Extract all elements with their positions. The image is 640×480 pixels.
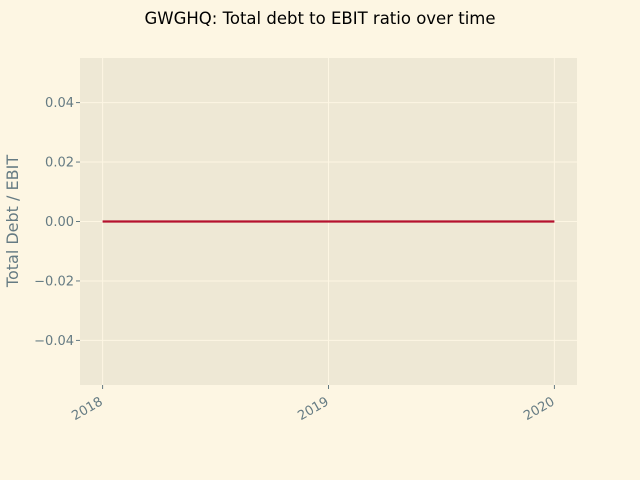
y-tick-label: 0.00 bbox=[45, 215, 74, 230]
chart-title: GWGHQ: Total debt to EBIT ratio over tim… bbox=[144, 9, 495, 28]
y-tick-label: 0.04 bbox=[45, 96, 74, 111]
y-axis-title: Total Debt / EBIT bbox=[3, 155, 22, 288]
y-axis: 0.04 0.02 0.00 −0.02 −0.04 bbox=[34, 96, 80, 349]
y-tick-label: 0.02 bbox=[45, 156, 74, 171]
y-tick-label: −0.02 bbox=[34, 274, 74, 289]
y-tick-label: −0.04 bbox=[34, 334, 74, 349]
